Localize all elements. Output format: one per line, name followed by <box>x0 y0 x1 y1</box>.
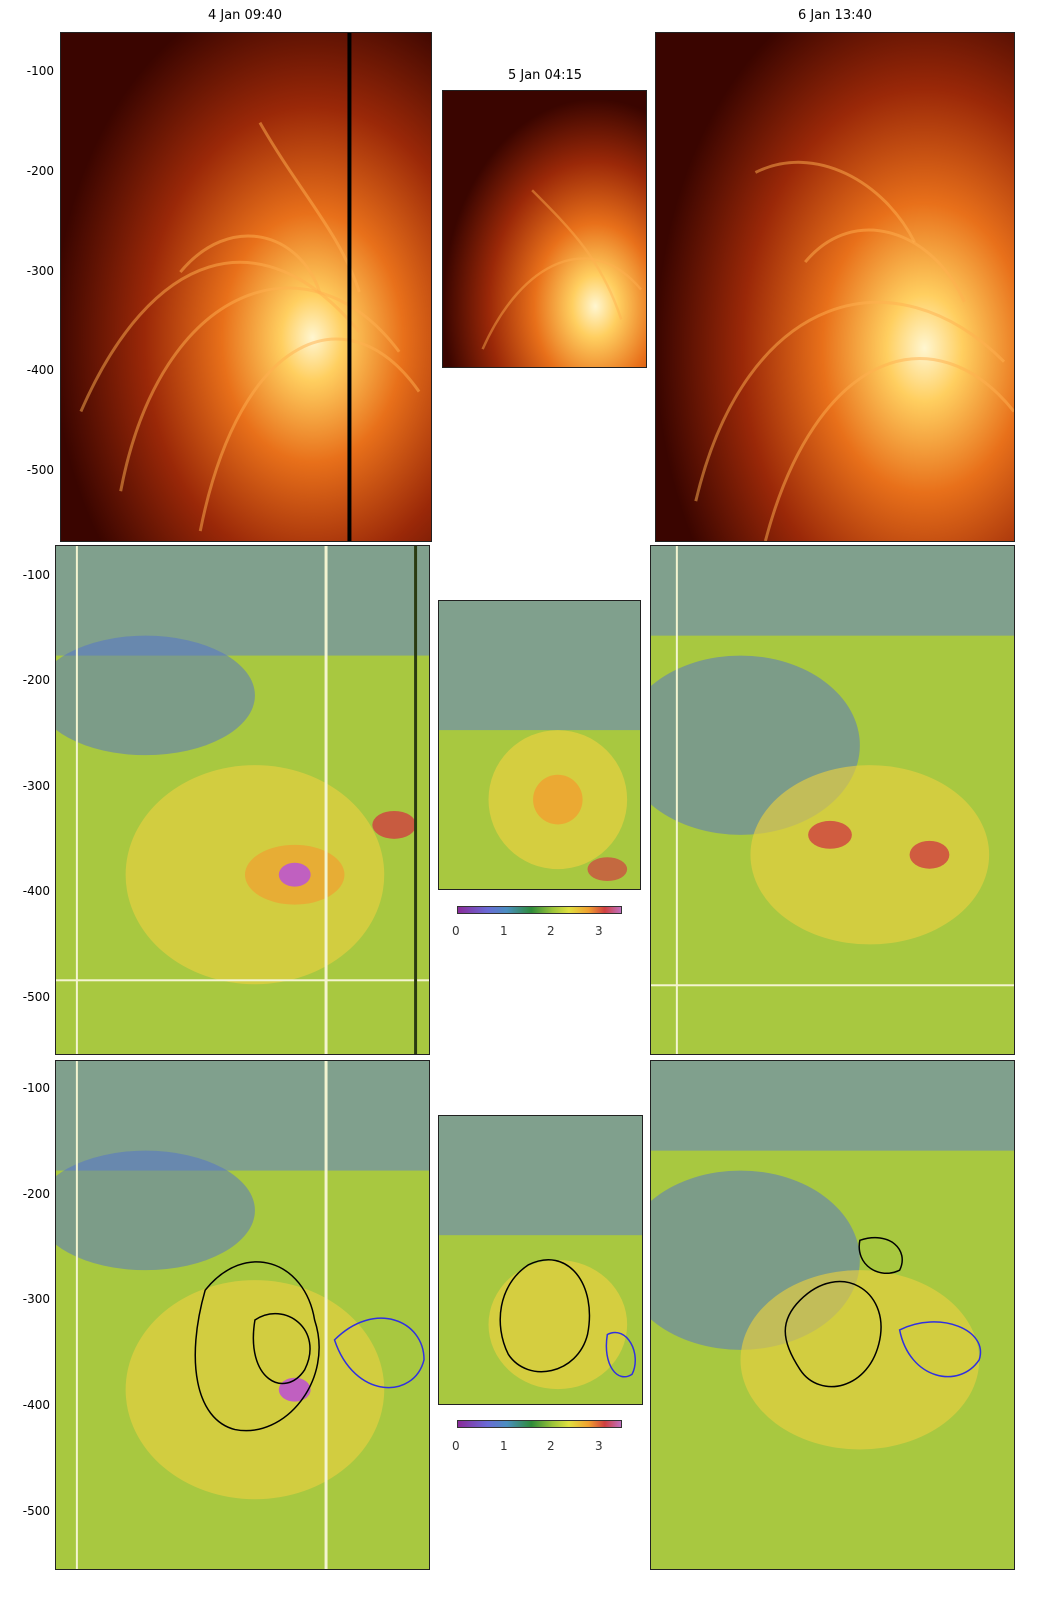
ytick-row3-300: -300 <box>22 1292 50 1306</box>
ytick-row1-100: -100 <box>26 64 54 78</box>
colorbar-label-3: 3 <box>595 924 603 938</box>
title-5-jan: 5 Jan 04:15 <box>507 68 583 83</box>
ytick-row3-100: -100 <box>22 1081 50 1095</box>
title-6-jan: 6 Jan 13:40 <box>797 8 873 23</box>
colorbar-label-0: 0 <box>452 1439 460 1453</box>
ytick-row3-400: -400 <box>22 1398 50 1412</box>
map-4-jan <box>55 545 430 1055</box>
ytick-row2-400: -400 <box>22 884 50 898</box>
colorbar-label-1: 1 <box>500 1439 508 1453</box>
ytick-row3-200: -200 <box>22 1187 50 1201</box>
ytick-row2-100: -100 <box>22 568 50 582</box>
colorbar-label-1: 1 <box>500 924 508 938</box>
colorbar-label-2: 2 <box>547 1439 555 1453</box>
ytick-row1-200: -200 <box>26 164 54 178</box>
colorbar-label-0: 0 <box>452 924 460 938</box>
ytick-row2-300: -300 <box>22 779 50 793</box>
euv-image-4-jan <box>60 32 432 542</box>
ytick-row1-300: -300 <box>26 264 54 278</box>
euv-image-5-jan <box>442 90 647 368</box>
map-5-jan <box>438 600 641 890</box>
map-6-jan <box>650 545 1015 1055</box>
title-4-jan: 4 Jan 09:40 <box>207 8 283 23</box>
contour-map-6-jan <box>650 1060 1015 1570</box>
colorbar-row3 <box>457 1420 622 1428</box>
ytick-row3-500: -500 <box>22 1504 50 1518</box>
ytick-row1-400: -400 <box>26 363 54 377</box>
ytick-row1-500: -500 <box>26 463 54 477</box>
colorbar-label-3: 3 <box>595 1439 603 1453</box>
contour-map-5-jan <box>438 1115 643 1405</box>
ytick-row2-200: -200 <box>22 673 50 687</box>
contour-map-4-jan <box>55 1060 430 1570</box>
colorbar-row2 <box>457 906 622 914</box>
colorbar-label-2: 2 <box>547 924 555 938</box>
euv-image-6-jan <box>655 32 1015 542</box>
ytick-row2-500: -500 <box>22 990 50 1004</box>
